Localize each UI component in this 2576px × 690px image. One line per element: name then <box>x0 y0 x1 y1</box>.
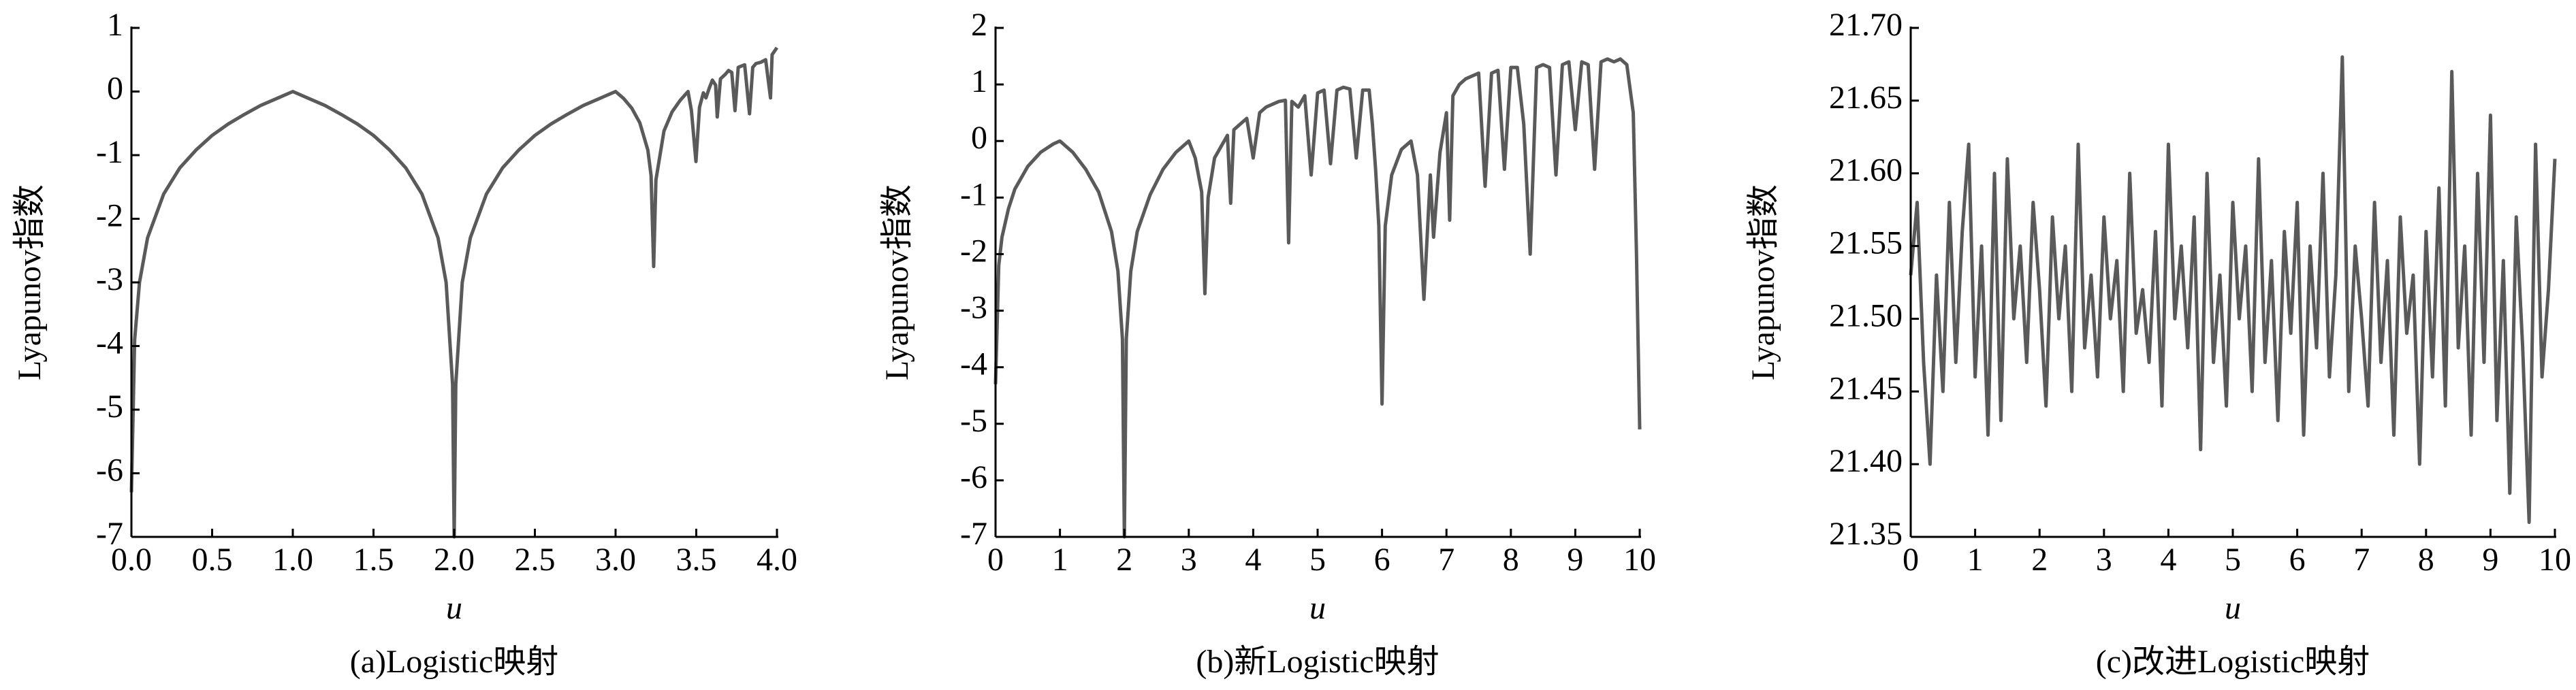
x-tick-label: 0.0 <box>111 542 152 578</box>
y-tick-label: -1 <box>960 176 987 212</box>
y-tick-label: -2 <box>96 198 123 234</box>
x-tick-label: 2 <box>2031 542 2048 578</box>
y-tick-label: -5 <box>96 389 123 425</box>
y-axis-label: Lyapunov指数 <box>1745 184 1781 380</box>
y-tick-label: -3 <box>96 261 123 297</box>
x-tick-label: 5 <box>1309 542 1326 578</box>
x-tick-label: 3.5 <box>676 542 717 578</box>
y-tick-label: 21.40 <box>1829 443 1903 479</box>
y-tick-label: 0 <box>107 71 123 107</box>
y-tick-label: 21.35 <box>1829 516 1903 552</box>
subplot: 0 1 2 3 4 5 6 7 8 9 10 -7 -6 -5 -4 -3 -2 -1 0 1 2 u Lyapunov指数… <box>879 7 1656 680</box>
x-tick-label: 8 <box>1503 542 1519 578</box>
x-tick-label: 0.5 <box>192 542 233 578</box>
x-tick-label: 2.5 <box>515 542 556 578</box>
x-tick-label: 4 <box>2160 542 2176 578</box>
y-tick-label: -4 <box>960 346 987 382</box>
data-line <box>129 46 779 539</box>
x-axis-label: u <box>1309 590 1326 626</box>
y-tick-label: 0 <box>971 120 987 156</box>
data-line <box>993 57 1642 539</box>
y-tick-label: 21.65 <box>1829 80 1903 116</box>
y-tick-label: -6 <box>96 453 123 489</box>
x-tick-label: 1.5 <box>353 542 394 578</box>
x-tick-label: 6 <box>1374 542 1390 578</box>
y-tick-label: -3 <box>960 290 987 326</box>
x-axis-label: u <box>2225 590 2241 626</box>
y-tick-label: -7 <box>960 516 987 552</box>
x-tick-label: 7 <box>1438 542 1454 578</box>
x-tick-label: 10 <box>2539 542 2571 578</box>
y-tick-label: -7 <box>96 516 123 552</box>
caption: (a)Logistic映射 <box>350 644 559 680</box>
x-tick-label: 4.0 <box>757 542 797 578</box>
data-line <box>1909 55 2557 525</box>
x-tick-label: 2 <box>1116 542 1132 578</box>
x-tick-label: 10 <box>1623 542 1656 578</box>
x-axis-label: u <box>446 590 462 626</box>
y-tick-label: 21.50 <box>1829 297 1903 333</box>
x-tick-label: 3 <box>1181 542 1197 578</box>
x-tick-label: 5 <box>2225 542 2241 578</box>
x-tick-label: 8 <box>2418 542 2434 578</box>
y-tick-label: 21.55 <box>1829 225 1903 261</box>
y-tick-label: 1 <box>971 63 987 99</box>
y-tick-label: 2 <box>971 7 987 43</box>
y-tick-label: -6 <box>960 459 987 495</box>
x-tick-label: 3 <box>2096 542 2112 578</box>
y-tick-label: 21.70 <box>1829 7 1903 43</box>
x-tick-label: 6 <box>2289 542 2306 578</box>
subplot: 0.0 0.5 1.0 1.5 2.0 2.5 3.0 3.5 4.0 -7 -6 -5 -4 -3 -2 -… <box>12 7 797 680</box>
x-tick-label: 7 <box>2353 542 2370 578</box>
caption: (b)新Logistic映射 <box>1196 644 1439 680</box>
x-tick-label: 0 <box>987 542 1004 578</box>
x-tick-label: 1 <box>1967 542 1984 578</box>
y-tick-label: 1 <box>107 7 123 43</box>
x-tick-label: 1 <box>1052 542 1068 578</box>
y-tick-label: 21.45 <box>1829 370 1903 406</box>
y-tick-label: -5 <box>960 403 987 439</box>
x-tick-label: 0 <box>1903 542 1919 578</box>
y-axis-label: Lyapunov指数 <box>879 184 915 380</box>
y-tick-label: 21.60 <box>1829 152 1903 188</box>
caption: (c)改进Logistic映射 <box>2096 644 2370 680</box>
x-tick-label: 3.0 <box>595 542 636 578</box>
x-tick-label: 2.0 <box>434 542 475 578</box>
x-tick-label: 1.0 <box>272 542 313 578</box>
subplot: 0 1 2 3 4 5 6 7 8 9 10 21.35 21.40 21.45 21.50 21.55 21.… <box>1745 7 2571 680</box>
x-tick-label: 9 <box>1567 542 1583 578</box>
x-tick-label: 4 <box>1245 542 1261 578</box>
y-tick-label: -1 <box>96 134 123 170</box>
y-tick-label: -4 <box>96 325 123 361</box>
y-axis-label: Lyapunov指数 <box>12 184 48 380</box>
y-tick-label: -2 <box>960 233 987 269</box>
x-tick-label: 9 <box>2482 542 2498 578</box>
